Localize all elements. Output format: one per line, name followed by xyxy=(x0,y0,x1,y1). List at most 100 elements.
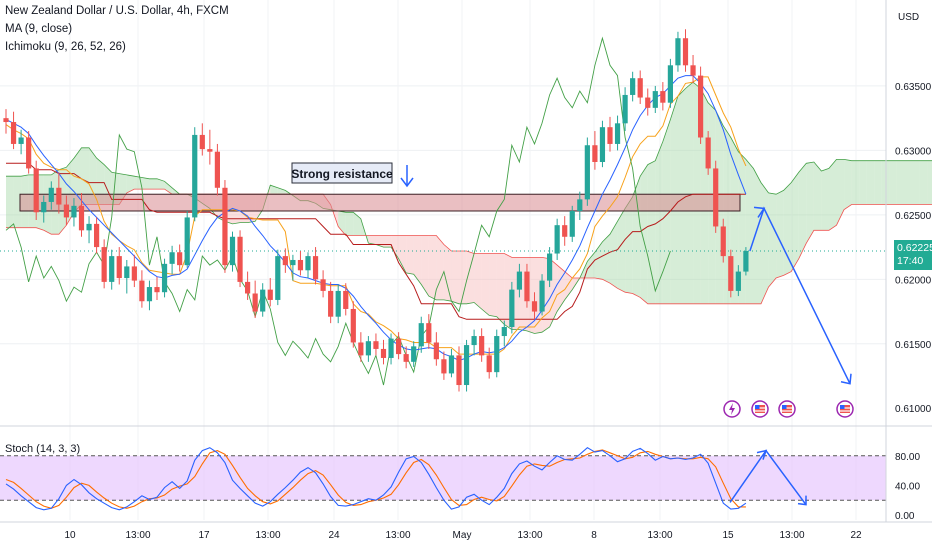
time-tick-label: 13:00 xyxy=(779,530,804,541)
us-flag-event-icon[interactable] xyxy=(778,400,796,418)
candle-body xyxy=(275,256,281,300)
event-markers[interactable] xyxy=(723,400,854,418)
candle-body xyxy=(403,354,409,362)
stochastic-pane: Stoch (14, 3, 3) xyxy=(0,443,886,511)
cloud-segment xyxy=(96,158,105,205)
candle-body xyxy=(456,355,462,386)
candle-body xyxy=(592,145,598,162)
candle-body xyxy=(320,279,326,291)
candle-body xyxy=(577,199,583,211)
candle-body xyxy=(463,345,470,386)
candle-body xyxy=(599,127,606,162)
candle-body xyxy=(396,338,402,355)
resistance-zone-layer[interactable] xyxy=(19,193,741,212)
candle-body xyxy=(554,225,560,254)
cloud-segment xyxy=(413,235,422,285)
time-tick-label: May xyxy=(453,530,472,541)
earnings-event-lightning-icon[interactable] xyxy=(723,400,741,418)
cloud-segment xyxy=(489,253,497,317)
cloud-segment xyxy=(383,235,392,248)
candle-body xyxy=(365,341,371,356)
price-tick-label: 0.63500 xyxy=(895,82,932,93)
stoch-k-line xyxy=(5,447,747,511)
candle-body xyxy=(622,94,628,124)
cloud-segment xyxy=(345,212,354,236)
cloud-segment xyxy=(828,159,837,231)
stoch-tick-label: 40.00 xyxy=(895,481,920,492)
price-tick-label: 0.61000 xyxy=(895,404,932,415)
cloud-segment xyxy=(474,253,482,309)
candle-body xyxy=(18,137,24,144)
candle-body xyxy=(713,168,719,227)
candle-body xyxy=(328,290,334,317)
cloud-segment xyxy=(896,160,905,205)
cloud-segment xyxy=(466,250,475,304)
cloud-segment xyxy=(443,244,452,302)
time-tick-label: 8 xyxy=(591,530,597,541)
candle-body xyxy=(222,187,228,266)
candle-body xyxy=(735,271,741,291)
cloud-segment xyxy=(451,250,459,304)
cloud-segment xyxy=(844,159,852,210)
cloud-segment xyxy=(640,164,648,304)
stoch-arrow-head-up xyxy=(756,449,768,460)
us-flag-event-icon[interactable] xyxy=(751,400,769,418)
currency-label: USD xyxy=(898,12,919,23)
cloud-segment xyxy=(496,253,505,325)
candle-body xyxy=(184,217,190,266)
stoch-arrow-head-down xyxy=(797,495,807,506)
annotation-layer[interactable]: Strong resistance xyxy=(291,162,852,385)
time-tick-label: 13:00 xyxy=(125,530,150,541)
cloud-segment xyxy=(338,210,346,236)
candle-body xyxy=(569,210,575,237)
price-tick-label: 0.62000 xyxy=(895,275,932,286)
us-flag-event-icon[interactable] xyxy=(836,400,854,418)
cloud-segment xyxy=(851,160,860,205)
projection-arrow-head-up xyxy=(753,206,766,218)
ma-legend[interactable]: MA (9, close) xyxy=(5,23,73,35)
us-flag-stripes xyxy=(782,405,792,413)
annotation-label-box xyxy=(291,162,393,184)
cloud-segment xyxy=(406,235,414,275)
cloud-segment xyxy=(761,182,769,304)
cloud-segment xyxy=(277,187,286,195)
candle-body xyxy=(343,290,349,309)
cloud-segment xyxy=(625,196,633,294)
bar-countdown: 17:40 xyxy=(897,255,924,267)
candle-body xyxy=(728,256,734,291)
cloud-segment xyxy=(436,235,444,300)
candle-body xyxy=(78,205,85,231)
cloud-segment xyxy=(368,235,376,245)
us-flag-stripes xyxy=(755,405,765,413)
cloud-segment xyxy=(836,159,845,226)
stoch-band xyxy=(0,455,886,501)
cloud-segment xyxy=(564,271,573,300)
chart-title: New Zealand Dollar / U.S. Dollar, 4h, FX… xyxy=(5,5,229,17)
time-tick-label: 13:00 xyxy=(385,530,410,541)
candle-body xyxy=(48,187,54,202)
us-flag-stripes xyxy=(840,405,850,413)
cloud-segment xyxy=(745,159,754,304)
candle-body xyxy=(161,263,168,293)
candle-body xyxy=(720,226,726,257)
cloud-segment xyxy=(391,235,399,259)
candle-body xyxy=(652,91,658,108)
candle-body xyxy=(501,327,507,337)
grid-lines xyxy=(0,0,886,520)
candle-body xyxy=(26,137,32,169)
cloud-segment xyxy=(806,161,814,244)
candle-body xyxy=(229,236,236,266)
cloud-segment xyxy=(904,160,912,205)
candle-body xyxy=(539,280,545,312)
cloud-segment xyxy=(662,119,671,304)
cloud-segment xyxy=(798,163,807,259)
tenkan-sen-line xyxy=(5,76,747,355)
cloud-segment xyxy=(534,257,543,334)
us-flag-canton xyxy=(840,405,845,409)
ichimoku-legend[interactable]: Ichimoku (9, 26, 52, 26) xyxy=(5,41,126,53)
candle-body xyxy=(645,97,651,108)
stoch-legend: Stoch (14, 3, 3) xyxy=(5,443,80,455)
cloud-segment xyxy=(149,178,157,190)
candle-body xyxy=(192,134,198,218)
